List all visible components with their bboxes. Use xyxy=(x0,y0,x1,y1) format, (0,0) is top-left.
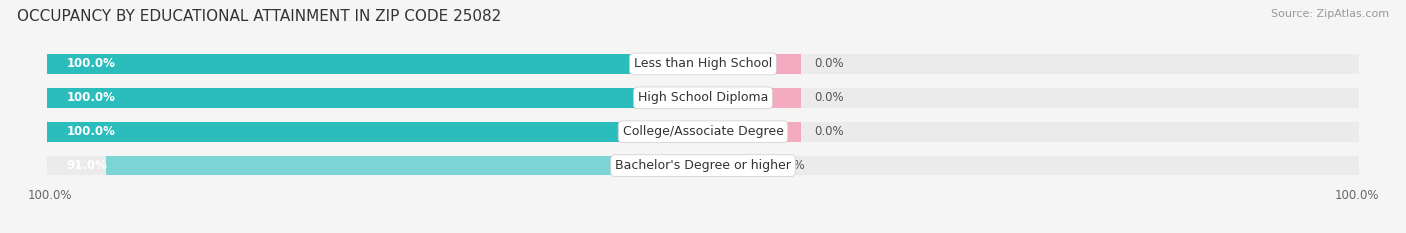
Text: Bachelor's Degree or higher: Bachelor's Degree or higher xyxy=(614,159,792,172)
Text: 100.0%: 100.0% xyxy=(66,58,115,70)
Text: 0.0%: 0.0% xyxy=(814,58,844,70)
Bar xyxy=(703,54,801,74)
Text: Source: ZipAtlas.com: Source: ZipAtlas.com xyxy=(1271,9,1389,19)
Bar xyxy=(46,54,1360,74)
Bar xyxy=(703,156,762,175)
Text: 100.0%: 100.0% xyxy=(66,91,115,104)
Bar xyxy=(703,88,801,108)
Text: 100.0%: 100.0% xyxy=(1334,189,1379,202)
Bar xyxy=(46,156,1360,175)
Text: 100.0%: 100.0% xyxy=(27,189,72,202)
Bar xyxy=(703,122,801,142)
Text: College/Associate Degree: College/Associate Degree xyxy=(623,125,783,138)
Bar xyxy=(46,88,703,108)
Text: High School Diploma: High School Diploma xyxy=(638,91,768,104)
Text: 91.0%: 91.0% xyxy=(66,159,107,172)
Text: 0.0%: 0.0% xyxy=(814,91,844,104)
Text: Less than High School: Less than High School xyxy=(634,58,772,70)
Bar xyxy=(46,54,703,74)
Bar xyxy=(46,122,703,142)
Text: 9.0%: 9.0% xyxy=(775,159,804,172)
Text: 0.0%: 0.0% xyxy=(814,125,844,138)
Text: 100.0%: 100.0% xyxy=(66,125,115,138)
Bar xyxy=(105,156,703,175)
Text: OCCUPANCY BY EDUCATIONAL ATTAINMENT IN ZIP CODE 25082: OCCUPANCY BY EDUCATIONAL ATTAINMENT IN Z… xyxy=(17,9,501,24)
Bar xyxy=(46,88,1360,108)
Bar xyxy=(46,122,1360,142)
